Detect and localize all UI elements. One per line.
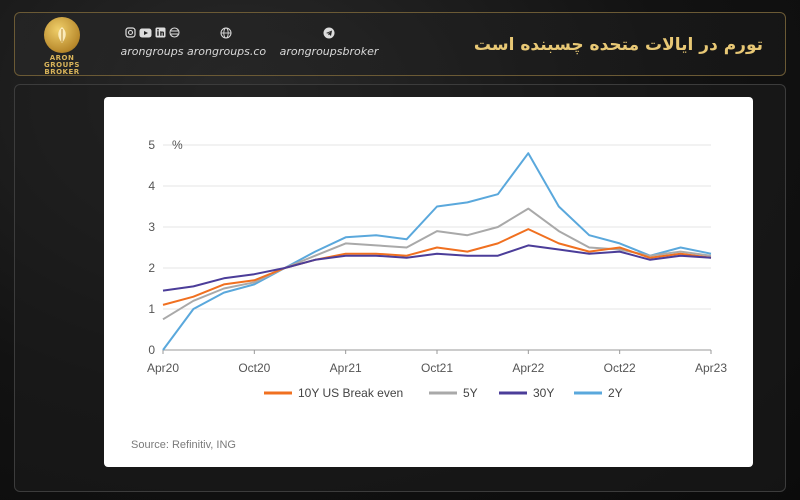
y-tick-label: 0 — [148, 343, 155, 357]
globe-grid-icon[interactable] — [168, 27, 180, 41]
social-instagram-group[interactable]: arongroups — [117, 27, 187, 58]
globe-icon[interactable] — [220, 27, 232, 42]
y-tick-label: 3 — [148, 220, 155, 234]
x-tick-label: Oct22 — [604, 361, 636, 375]
social-label: arongroupsbroker — [279, 45, 379, 58]
y-tick-label: 2 — [148, 261, 155, 275]
header-bar: ARON GROUPS BROKER arongroups arongroups.c… — [14, 12, 786, 76]
social-label: arongroups.co — [187, 45, 267, 58]
chart-source: Source: Refinitiv, ING — [131, 439, 236, 451]
legend-label: 10Y US Break even — [298, 386, 403, 400]
x-tick-label: Oct21 — [421, 361, 453, 375]
instagram-icon[interactable] — [124, 27, 136, 41]
brand-logo[interactable]: ARON GROUPS BROKER — [33, 17, 91, 76]
telegram-icon[interactable] — [323, 27, 335, 42]
series-line-2y — [162, 152, 712, 351]
y-unit-label: % — [172, 138, 183, 152]
brand-name: ARON GROUPS BROKER — [44, 54, 80, 76]
x-tick-label: Apr20 — [147, 361, 179, 375]
social-telegram-group[interactable]: arongroupsbroker — [277, 27, 381, 58]
page-title: تورم در ایالات متحده چسبنده است — [473, 35, 763, 55]
x-tick-label: Apr21 — [330, 361, 362, 375]
inflation-breakeven-chart: 0 1 2 3 4 5 % Apr20 Oct20 Apr21 Oct21 Apr22 Oct22 Apr… — [147, 138, 727, 400]
chart-card: 0 1 2 3 4 5% Apr20 Oct20 Apr21 Oct21 Apr22 Oct22 Apr… — [104, 97, 753, 467]
linkedin-icon[interactable] — [155, 27, 166, 41]
series-line-10y-us-break-even — [162, 228, 712, 306]
x-tick-label: Apr23 — [695, 361, 727, 375]
social-label: arongroups — [120, 45, 184, 58]
series-line-30y — [162, 244, 712, 292]
y-tick-label: 5 — [148, 138, 155, 152]
series-line-5y — [162, 207, 712, 321]
x-tick-label: Apr22 — [512, 361, 544, 375]
social-website-group[interactable]: arongroups.co — [187, 27, 267, 58]
legend-label: 2Y — [608, 386, 623, 400]
youtube-icon[interactable] — [139, 28, 152, 41]
y-tick-label: 4 — [148, 179, 155, 193]
x-tick-label: Oct20 — [238, 361, 270, 375]
y-tick-label: 1 — [148, 302, 155, 316]
leaf-logo-icon — [44, 17, 80, 53]
legend-label: 5Y — [463, 386, 478, 400]
legend-label: 30Y — [533, 386, 554, 400]
